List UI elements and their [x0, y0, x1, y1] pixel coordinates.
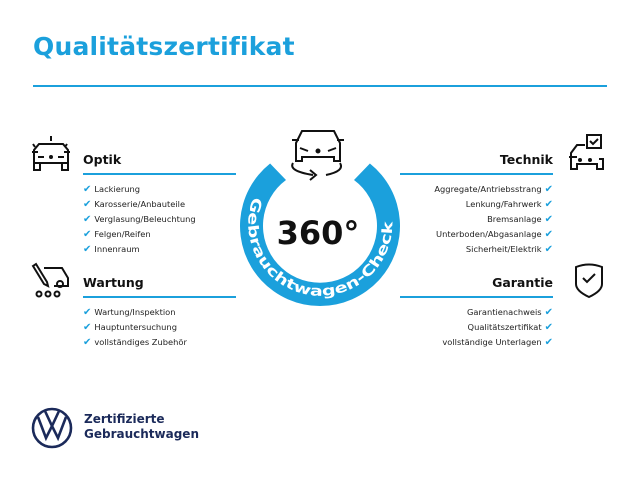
list-item: Unterboden/Abgasanlage ✔ — [436, 229, 553, 240]
check-icon: ✔ — [544, 337, 553, 348]
check-icon: ✔ — [544, 229, 553, 240]
check-icon: ✔ — [83, 337, 92, 348]
list-item: ✔ Wartung/Inspektion — [83, 307, 176, 318]
check-icon: ✔ — [83, 322, 92, 333]
list-item: Aggregate/Antriebsstrang ✔ — [434, 184, 553, 195]
check-icon: ✔ — [544, 244, 553, 255]
list-item: ✔ Felgen/Reifen — [83, 229, 151, 240]
list-item: ✔ Hauptuntersuchung — [83, 322, 177, 333]
brand-line-1: Zertifizierte — [84, 412, 165, 426]
section-wartung: Wartung ✔ Wartung/Inspektion ✔ Hauptunters… — [83, 275, 236, 350]
list-item: ✔ Lackierung — [83, 184, 141, 195]
brand-line-2: Gebrauchtwagen — [84, 427, 199, 441]
section-divider — [400, 296, 553, 298]
check-icon: ✔ — [544, 214, 553, 225]
service-tool-icon — [31, 262, 69, 298]
car-lights-icon — [32, 136, 70, 171]
list-item: Sicherheit/Elektrik ✔ — [465, 244, 553, 255]
section-heading: Wartung — [83, 275, 144, 290]
check-icon: ✔ — [544, 307, 553, 318]
section-heading: Technik — [499, 152, 553, 167]
badge-number: 360° — [277, 214, 360, 252]
check-icon: ✔ — [544, 199, 553, 210]
brand-text: Zertifizierte Gebrauchtwagen — [84, 412, 199, 442]
list-item: vollständige Unterlagen ✔ — [442, 337, 553, 348]
car-360-icon — [291, 130, 344, 181]
check-icon: ✔ — [83, 229, 92, 240]
title-divider — [33, 85, 607, 87]
car-checklist-icon — [569, 134, 604, 170]
list-item: ✔ Karosserie/Anbauteile — [83, 199, 186, 210]
section-garantie: Garantie Garantienachweis ✔ Qualitätszert… — [400, 275, 553, 350]
list-item: Bremsanlage ✔ — [487, 214, 553, 225]
check-icon: ✔ — [83, 244, 92, 255]
list-item: ✔ Verglasung/Beleuchtung — [83, 214, 196, 225]
check-icon: ✔ — [83, 199, 92, 210]
list-item: Qualitätszertifikat ✔ — [467, 322, 553, 333]
section-divider — [83, 296, 236, 298]
check-icon: ✔ — [83, 184, 92, 195]
check-icon: ✔ — [544, 184, 553, 195]
section-divider — [400, 173, 553, 175]
shield-check-icon — [575, 263, 603, 299]
vw-logo — [31, 407, 73, 449]
badge-ring — [240, 163, 401, 307]
list-item: ✔ Innenraum — [83, 244, 140, 255]
section-divider — [83, 173, 236, 175]
list-item: ✔ vollständiges Zubehör — [83, 337, 187, 348]
section-technik: Technik Aggregate/Antriebsstrang ✔ Lenkun… — [400, 152, 553, 257]
section-optik: Optik ✔ Lackierung ✔ Karosserie/Anbauteile… — [83, 152, 236, 257]
check-icon: ✔ — [544, 322, 553, 333]
section-heading: Optik — [83, 152, 122, 167]
page-title: Qualitätszertifikat — [33, 32, 295, 61]
list-item: Lenkung/Fahrwerk ✔ — [465, 199, 553, 210]
check-icon: ✔ — [83, 214, 92, 225]
list-item: Garantienachweis ✔ — [466, 307, 553, 318]
section-heading: Garantie — [492, 275, 553, 290]
check-icon: ✔ — [83, 307, 92, 318]
